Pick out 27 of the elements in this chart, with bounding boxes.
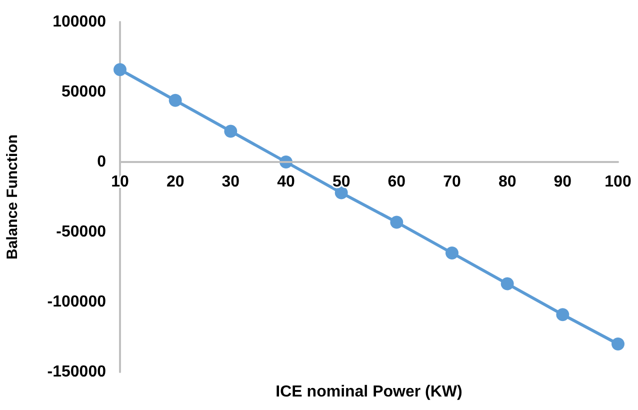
point [334, 186, 348, 200]
x-axis-title: ICE nominal Power (KW) [276, 384, 462, 400]
point [390, 216, 404, 229]
x-tick-label: 50 [332, 174, 350, 190]
x-tick-label: 10 [111, 174, 129, 190]
point [224, 124, 238, 138]
x-tick-label: 60 [388, 174, 406, 190]
point [500, 277, 514, 290]
y-tick-label: -100000 [47, 294, 106, 310]
x-tick-label: 70 [443, 174, 461, 190]
x-tick-label: 20 [166, 174, 184, 190]
y-tick-label: -50000 [56, 224, 106, 240]
point [556, 308, 570, 322]
y-tick-label: 0 [97, 154, 106, 170]
y-tick-label: -150000 [47, 364, 106, 380]
point [446, 246, 458, 260]
point [612, 338, 624, 350]
x-tick-label: 90 [554, 174, 572, 190]
y-axis-title: Balance Function [4, 134, 21, 260]
x-tick-label: 80 [498, 174, 516, 190]
x-tick-label: 30 [222, 174, 240, 190]
x-tick-label: 40 [277, 174, 295, 190]
y-tick-label: 50000 [62, 84, 106, 100]
x-tick-label: 100 [604, 174, 632, 190]
point [114, 63, 126, 76]
y-tick-label: 100000 [52, 14, 106, 30]
point [168, 94, 182, 107]
